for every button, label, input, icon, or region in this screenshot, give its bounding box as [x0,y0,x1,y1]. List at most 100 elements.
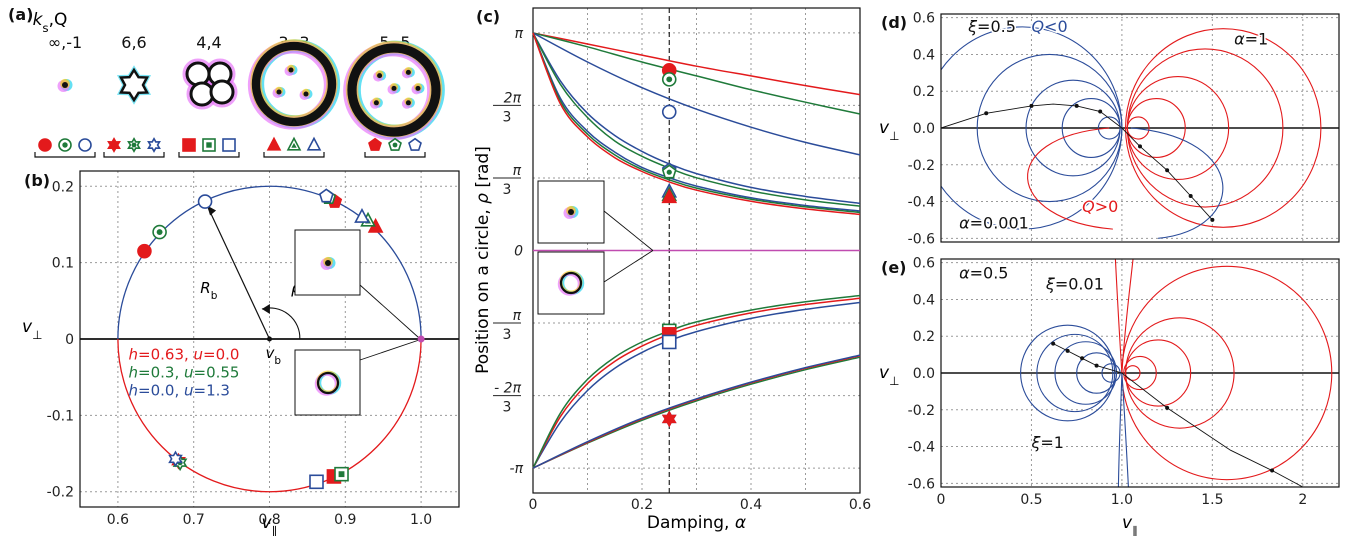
path-dot-6 [1188,194,1193,199]
tick-y-4: -0.2 [908,158,935,174]
tick-y-0: π [515,26,524,42]
loop-blue-outer [1130,127,1224,239]
point-14-square-blue [309,474,324,490]
point-0-circle-red [137,243,152,259]
tick-y-3: -0.1 [47,408,74,424]
loop-blue-2 [1025,79,1121,177]
xlabel: v∥ [1122,513,1138,536]
skyrmion-ring-55 [343,40,445,141]
path-dot-2 [1080,356,1085,361]
tick-y-4: -0.2 [908,403,935,419]
inset-leader-1 [359,339,420,361]
plot-area [941,259,1339,487]
skyrmion-core-55-5 [411,83,425,95]
marker-square-blue [222,138,236,152]
skyrmion-image-33 [247,39,341,130]
tick-y-1: 0.1 [52,256,74,272]
inset-skyrmion-0 [563,205,579,219]
skyrmion-image-inf [57,78,73,92]
tick-y-6: -0.6 [908,231,935,247]
loop-red-4 [1124,28,1322,228]
tick-y-4: π3 [493,308,522,343]
loop-red-3 [1126,48,1284,208]
series-3-blue [532,32,861,205]
path-dot-5 [1270,468,1275,473]
series-5-blue [532,32,861,212]
tick-y-5: -0.4 [908,195,935,211]
marker-10-square-blue [661,334,677,350]
tick-x-4: 1.0 [410,512,432,528]
inset-box-1 [537,251,605,315]
marker-pentagon-red [368,137,382,151]
tick-x-2: 0.4 [740,497,762,513]
skyrmion-core-33-0 [284,64,298,76]
marker-7-triangle-red [661,188,678,204]
marker-square-green [202,138,216,152]
panel-b-label: (b) [24,171,50,190]
tick-y-2: π3 [493,163,522,198]
marker-star-red [107,137,121,153]
tick-y-3: 0 [514,244,523,260]
panel-a-header: ks,Q [33,10,68,35]
svg-text:π: π [513,163,522,179]
tick-x-2: 1.0 [1111,492,1133,508]
skyrmion-label-66: 6,6 [121,33,146,52]
svg-text:3: 3 [503,400,512,416]
ylabel: Position on a circle, ρ [rad] [473,146,493,374]
tick-x-3: 0.9 [334,512,356,528]
tick-y-6: -0.6 [908,476,935,492]
inset-skyrmion-0 [320,256,336,270]
point-8-triangle-blue [354,207,370,223]
loop-blue-2 [1054,341,1118,405]
legend-green: h=0.3, u=0.55 [129,363,240,381]
panel-c-label: (c) [476,7,500,26]
series-14-blue [532,354,861,469]
skyrmion-core-55-0 [373,70,387,82]
marker-circle-blue [78,138,92,152]
skyrmion-label-inf: ∞,-1 [48,33,82,52]
loop-red-1 [1123,355,1157,391]
marker-group-star [103,137,165,158]
skyrmion-core-55-4 [401,97,415,109]
marker-square-red [182,138,196,152]
skyrmion-core-55-1 [401,67,415,79]
radius-arrowhead [207,205,217,216]
marker-1-circle-green [661,72,677,87]
series-6-green [532,32,861,214]
marker-triangle-red [266,136,282,151]
marker-star-blue [147,137,161,153]
inset-leader-1 [603,250,654,283]
tick-x-1: 0.5 [1020,492,1042,508]
point-1-circle-green [152,224,167,240]
center-dot [267,336,272,342]
legend-red: h=0.63, u=0.0 [129,345,240,363]
legend-blue: h=0.0, u=1.3 [129,381,230,399]
path-dot-3 [1098,109,1103,114]
tick-x-0: 0.6 [107,512,129,528]
panel-a-label: (a) [8,5,33,24]
tick-x-3: 0.6 [849,497,871,513]
point-13-square-green [334,466,349,482]
series-9-blue [532,301,861,469]
marker-group-square [178,138,240,158]
radius-arrow [207,207,271,340]
tick-x-0: 0 [529,497,538,513]
tick-x-3: 1.5 [1201,492,1223,508]
skyrmion-image-66 [116,65,152,105]
skyrmion-core-55-3 [369,97,383,109]
marker-4-pentagon-green [661,164,677,179]
svg-text:2π: 2π [504,90,522,106]
panel-d-label: (d) [881,13,907,32]
ylabel: v⊥ [879,363,899,388]
marker-star-green [127,137,141,153]
path-dot-2 [1074,103,1079,108]
tick-y-0: 0.6 [913,11,935,27]
inset-box-1 [294,349,361,416]
path-dot-7 [1210,217,1215,222]
inset-leader-0 [359,284,420,339]
ylabel: v⊥ [22,317,42,342]
annotation-4: Q>0 [1082,197,1118,216]
marker-group-circle [34,138,96,158]
series-10-red [532,297,861,469]
